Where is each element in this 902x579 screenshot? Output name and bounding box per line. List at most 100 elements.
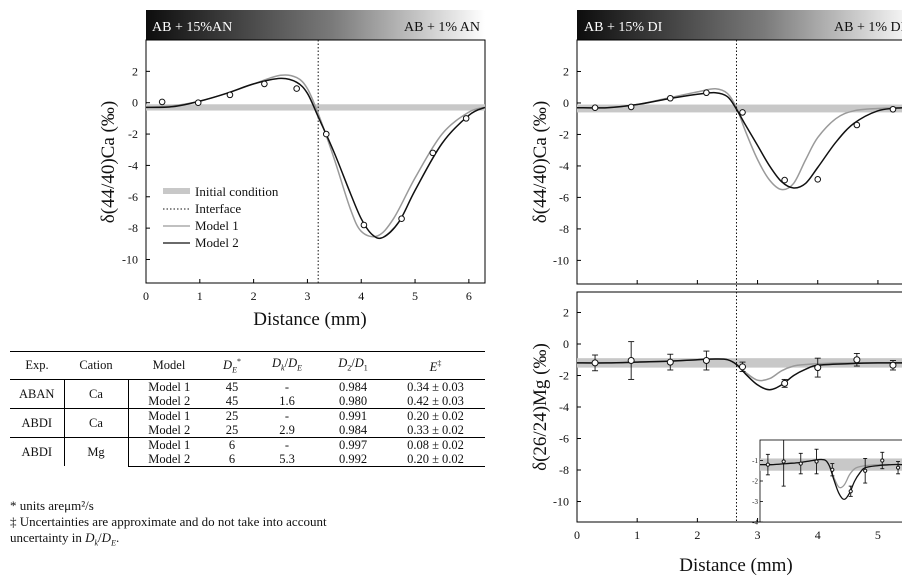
- cell-exp: ABDI: [10, 436, 65, 467]
- cell-exp: ABDI: [10, 407, 65, 438]
- right-bottom-y-tick-label: -6: [559, 432, 569, 446]
- left-data-point: [194, 99, 202, 107]
- right-top-y-tick-label: -10: [553, 253, 569, 267]
- left-x-tick-label: 5: [412, 289, 418, 303]
- table-header-row: Exp. Cation Model DE* Dk/DE D2/D1 E‡: [10, 351, 485, 380]
- right-bottom-data-point: [814, 364, 822, 372]
- header-cation: Cation: [64, 351, 128, 380]
- right-bottom-data-point: [781, 379, 789, 387]
- cell-model: Model 1: [128, 407, 210, 423]
- y-axis-label-right-top: δ(44/40)Ca (‰): [530, 101, 551, 223]
- footnote-d2: D: [101, 530, 112, 545]
- right-top-data-point: [781, 176, 788, 184]
- right-bottom-data-point: [702, 357, 710, 365]
- left-x-tick-label: 0: [143, 289, 149, 303]
- left-data-point: [322, 130, 330, 138]
- footnote-sub2: E: [111, 538, 116, 548]
- initial-condition-band-right-bottom: [577, 358, 902, 368]
- cell-d2: 0.984: [320, 378, 386, 394]
- cell-de: 45: [210, 378, 254, 394]
- right-bottom-y-tick-label: -4: [559, 400, 569, 414]
- legend-label-interface: Interface: [195, 201, 241, 216]
- right-top-y-tick-label: 0: [563, 96, 569, 110]
- right-top-data-point: [627, 103, 635, 111]
- table-row: ABDI Ca Model 1 25 - 0.991 0.20 ± 0.02: [10, 407, 485, 438]
- inset-y-tick-label: -2: [752, 478, 758, 486]
- cell-e: 0.20 ± 0.02: [386, 407, 485, 423]
- inset-data-point: [848, 489, 853, 494]
- right-bottom-x-tick-label: 0: [574, 528, 580, 542]
- left-model2-line: [146, 77, 485, 240]
- cell-model: Model 1: [128, 378, 210, 394]
- right-bottom-y-tick-label: 0: [563, 337, 569, 351]
- table-footnotes: * units areμm²/s ‡ Uncertainties are app…: [10, 498, 327, 552]
- footnote-uncertainty-cont: uncertainty in Dk/DE.: [10, 530, 327, 552]
- cell-cation: Mg: [64, 436, 129, 467]
- cell-de: 6: [210, 436, 254, 452]
- inset-y-tick-label: -3: [752, 498, 758, 506]
- cell-dk: -: [254, 407, 320, 423]
- cell-model: Model 2: [148, 422, 191, 437]
- header-dk-slash: /: [284, 356, 289, 371]
- right-bottom-data-point: [739, 363, 747, 371]
- right-bottom-y-tick-label: -10: [553, 495, 569, 509]
- plot-frame-right-top: [576, 39, 902, 285]
- header-dk-sub: k: [281, 363, 285, 373]
- right-top-data-point: [853, 121, 861, 129]
- table-row: Model 2 6 5.3 0.992 0.20 ± 0.02: [10, 451, 485, 467]
- header-de-sup: *: [236, 357, 241, 366]
- legend-label-model1: Model 1: [195, 218, 239, 233]
- header-d2-sub2: 1: [363, 363, 368, 373]
- inset-data-point: [895, 465, 901, 470]
- table-row: ABDI Mg Model 1 6 - 0.997 0.08 ± 0.02: [10, 436, 485, 467]
- parameter-table: Exp. Cation Model DE* Dk/DE D2/D1 E‡ ABA…: [10, 351, 485, 467]
- left-data-point: [429, 149, 437, 157]
- inset-y-tick-label: -4: [752, 519, 758, 527]
- y-axis-label-left: δ(44/40)Ca (‰): [98, 101, 119, 223]
- cell-de: 25: [225, 422, 239, 437]
- right-top-data-point: [739, 109, 746, 116]
- cell-dk: -: [254, 378, 320, 394]
- cell-exp: ABAN: [10, 378, 65, 409]
- inset-data-point: [880, 458, 885, 463]
- header-de-main: D: [223, 358, 233, 373]
- cell-de: 25: [210, 407, 254, 423]
- cell-e: 0.08 ± 0.02: [386, 436, 485, 452]
- right-top-data-point: [666, 94, 674, 102]
- left-data-point: [293, 85, 300, 92]
- header-dk-sub2: E: [297, 363, 302, 373]
- inset-data-point: [863, 468, 868, 473]
- left-x-tick-label: 4: [358, 289, 364, 303]
- y-axis-label-right-bottom: δ(26/24)Mg (‰): [530, 343, 551, 471]
- header-dk-de: Dk/DE: [254, 351, 320, 380]
- footnote-slash: /: [98, 530, 102, 545]
- right-bottom-data-point: [853, 356, 861, 364]
- cell-d2: 0.980: [338, 393, 368, 408]
- right-top-y-tick-label: -8: [559, 222, 569, 236]
- legend-label-initial-condition: Initial condition: [195, 184, 279, 199]
- cell-dk: 1.6: [279, 393, 295, 408]
- header-de-sub: E: [232, 365, 237, 375]
- left-data-point: [226, 91, 234, 99]
- right-top-model1-line: [577, 88, 902, 191]
- right-bottom-y-tick-label: -8: [559, 463, 569, 477]
- header-d2-main: D: [338, 356, 348, 371]
- header-dk-main: D: [272, 356, 282, 371]
- right-bottom-x-tick-label: 4: [815, 528, 821, 542]
- right-top-data-point: [889, 105, 897, 113]
- footnote-uncertainty-prefix: uncertainty in: [10, 530, 86, 545]
- header-exp: Exp.: [10, 351, 64, 380]
- left-data-point: [398, 215, 405, 223]
- cell-d2: 0.997: [320, 436, 386, 452]
- cell-model: Model 2: [148, 393, 191, 408]
- bar-left-label-end: AB + 1% AN: [404, 20, 480, 35]
- cell-dk: 5.3: [254, 451, 320, 467]
- right-bottom-x-tick-label: 3: [755, 528, 761, 542]
- cell-de: 6: [210, 451, 254, 467]
- inset-data-point: [765, 462, 770, 467]
- left-y-tick-label: -6: [128, 190, 138, 204]
- right-bottom-data-point: [627, 357, 635, 365]
- header-d2-main2: D: [354, 356, 364, 371]
- left-data-point: [462, 115, 470, 122]
- header-d2-sub: 2: [347, 363, 352, 373]
